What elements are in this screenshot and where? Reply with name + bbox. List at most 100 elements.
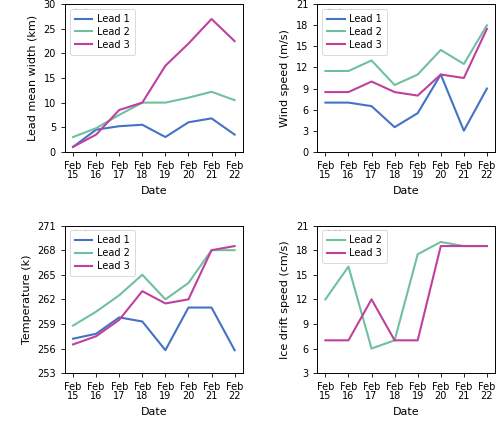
Lead 1 [232,132,237,137]
Lead 2 [93,126,99,131]
Lead 3 [93,132,99,137]
Lead 2 [322,68,328,73]
Lead 1 [484,86,490,91]
Line: Lead 3: Lead 3 [326,246,487,340]
Y-axis label: Ice drift speed (cm/s): Ice drift speed (cm/s) [280,240,290,359]
X-axis label: Date: Date [393,186,419,195]
Lead 2 [438,47,444,53]
Lead 1 [208,116,214,121]
Lead 2 [162,297,168,302]
Lead 3 [392,338,398,343]
Lead 1 [140,319,145,324]
Lead 2 [232,98,237,103]
Lead 1 [322,100,328,105]
Lead 3 [461,243,467,248]
Y-axis label: Temperature (k): Temperature (k) [22,254,32,344]
Lead 1 [232,348,237,353]
Lead 3 [232,39,237,44]
Lead 2 [140,272,145,277]
Lead 3 [438,243,444,248]
Lead 2 [414,252,420,257]
Y-axis label: Wind speed (m/s): Wind speed (m/s) [280,29,290,127]
Line: Lead 3: Lead 3 [326,29,487,95]
Lead 2 [162,100,168,105]
Lead 1 [93,331,99,336]
Line: Lead 1: Lead 1 [73,307,234,350]
Lead 2 [414,72,420,77]
Lead 2 [392,83,398,88]
Lead 3 [116,107,122,112]
Lead 2 [232,248,237,253]
Text: (d): (d) [324,230,344,244]
Lead 3 [140,289,145,294]
Lead 1 [162,348,168,353]
Legend: Lead 2, Lead 3: Lead 2, Lead 3 [322,230,387,263]
Y-axis label: Lead mean width (km): Lead mean width (km) [28,15,38,141]
Lead 1 [70,144,76,149]
Lead 3 [116,317,122,322]
Lead 2 [392,338,398,343]
Lead 1 [140,122,145,127]
Lead 2 [346,264,352,269]
Lead 1 [368,103,374,109]
Lead 1 [414,111,420,116]
Lead 2 [140,100,145,105]
Lead 3 [414,93,420,98]
Lead 3 [162,301,168,306]
Lead 3 [208,248,214,253]
Lead 3 [232,243,237,248]
Text: (b): (b) [324,8,344,22]
Line: Lead 1: Lead 1 [73,118,234,147]
Lead 1 [186,120,192,125]
Line: Lead 3: Lead 3 [73,246,234,344]
Text: (a): (a) [72,8,91,22]
Line: Lead 2: Lead 2 [73,250,234,326]
Lead 2 [438,240,444,245]
Lead 1 [116,124,122,129]
Legend: Lead 1, Lead 2, Lead 3: Lead 1, Lead 2, Lead 3 [70,230,135,276]
Lead 1 [186,305,192,310]
Line: Lead 2: Lead 2 [326,25,487,85]
Lead 1 [70,336,76,341]
X-axis label: Date: Date [140,186,167,195]
Lead 1 [438,72,444,77]
Legend: Lead 1, Lead 2, Lead 3: Lead 1, Lead 2, Lead 3 [322,9,387,55]
Lead 3 [322,89,328,95]
Lead 3 [186,41,192,46]
Line: Lead 2: Lead 2 [326,242,487,349]
Lead 2 [186,280,192,285]
Lead 1 [116,315,122,320]
Lead 3 [186,297,192,302]
Lead 1 [461,128,467,133]
Lead 2 [116,293,122,298]
Lead 3 [346,338,352,343]
Lead 3 [484,243,490,248]
Lead 3 [368,79,374,84]
Lead 3 [392,89,398,95]
Lead 1 [93,127,99,132]
Lead 3 [70,144,76,149]
Lead 2 [93,309,99,314]
Lead 3 [368,297,374,302]
Lead 3 [322,338,328,343]
Lead 3 [140,100,145,105]
Lead 2 [461,61,467,67]
Lead 3 [346,89,352,95]
Lead 2 [322,297,328,302]
Lead 2 [368,58,374,63]
Lead 1 [162,134,168,139]
Lead 2 [461,243,467,248]
Lead 2 [208,248,214,253]
X-axis label: Date: Date [393,407,419,417]
X-axis label: Date: Date [140,407,167,417]
Lead 2 [484,23,490,28]
Lead 1 [346,100,352,105]
Lead 2 [116,112,122,117]
Lead 1 [208,305,214,310]
Lead 3 [414,338,420,343]
Lead 2 [70,323,76,328]
Line: Lead 2: Lead 2 [73,92,234,137]
Lead 2 [186,95,192,100]
Lead 3 [208,17,214,22]
Lead 3 [438,72,444,77]
